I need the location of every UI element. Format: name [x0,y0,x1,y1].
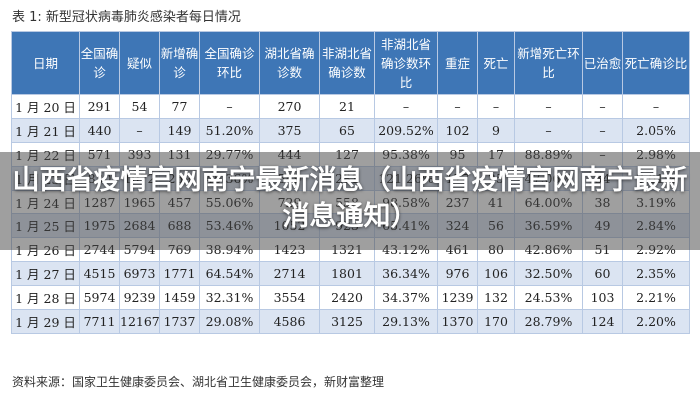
table-cell: 1771 [159,261,200,287]
table-cell: 132 [477,285,515,311]
column-header: 已治愈 [582,31,623,95]
table-cell: 1370 [437,309,478,334]
source-note: 资料来源：国家卫生健康委员会、湖北省卫生健康委员会，新财富整理 [12,375,385,389]
table-cell: – [199,94,260,119]
table-cell: 2.35% [622,261,690,287]
column-header: 非湖北省确诊数环比 [374,31,438,95]
table-cell: 6973 [119,261,160,287]
table-cell: 9 [477,117,515,143]
table-cell: 3125 [319,309,375,334]
table-cell: 2420 [319,285,375,311]
table-cell: 54 [119,94,160,119]
table-cell: – [582,94,623,119]
table-cell: 65 [319,117,375,143]
column-header: 重症 [437,31,478,95]
table-cell: 4515 [79,261,120,287]
table-cell: 149 [159,117,200,143]
table-cell: – [374,94,438,119]
header-row: 日期 全国确诊 疑似 新增确诊 全国确诊环比 湖北省确诊数 非湖北省确诊数 非湖北省确诊数环比… [11,31,690,95]
table-cell: 29.08% [199,309,260,334]
table-cell: 1 月 27 日 [11,261,80,287]
table-cell: – [119,117,160,143]
table-cell: 77 [159,94,200,119]
table-cell: 2.21% [622,285,690,311]
table-cell: 170 [477,309,515,334]
table-cell: 1 月 21 日 [11,117,80,143]
table-cell: 5974 [79,285,120,311]
table-cell: 34.37% [374,285,438,311]
column-header: 死亡 [477,31,515,95]
table-cell: 24.53% [514,285,583,311]
table-cell: 29.13% [374,309,438,334]
overlay-title: 山西省疫情官网南宁最新消息（山西省疫情官网南宁最新消息通知） [12,165,688,232]
table-cell: 2714 [259,261,320,287]
table-cell: 102 [437,117,478,143]
table-cell: 60 [582,261,623,287]
table-cell: 7711 [79,309,120,334]
table-cell: 106 [477,261,515,287]
table-cell: 32.31% [199,285,260,311]
table-cell: 32.50% [514,261,583,287]
table-cell: – [477,94,515,119]
table-cell: 2.05% [622,117,690,143]
table-cell: 1 月 29 日 [11,309,80,334]
table-row: 1 月 28 日 5974 9239 1459 32.31% 3554 2420 34.37%… [11,285,690,311]
column-header: 全国确诊 [79,31,120,95]
table-cell: 1801 [319,261,375,287]
table-row: 1 月 20 日 291 54 77–270 21– – – – – – [11,94,690,119]
table-cell: – [514,94,583,119]
table-cell: – [582,117,623,143]
table-cell: 4586 [259,309,320,334]
table-cell: 103 [582,285,623,311]
table-cell: 291 [79,94,120,119]
column-header: 死亡确诊比 [622,31,690,95]
table-cell: 270 [259,94,320,119]
column-header: 湖北省确诊数 [259,31,320,95]
table-cell: – [437,94,478,119]
table-cell: 1 月 28 日 [11,285,80,311]
column-header: 非湖北省确诊数 [319,31,375,95]
table-cell: 976 [437,261,478,287]
column-header: 新增死亡环比 [514,31,583,95]
table-row: 1 月 21 日 440–149 51.20% 375 65 209.52% 102 9– –2… [11,117,690,143]
table-cell: 1239 [437,285,478,311]
column-header: 新增确诊 [159,31,200,95]
table-cell: 36.34% [374,261,438,287]
table-cell: 375 [259,117,320,143]
table-cell: – [514,117,583,143]
table-cell: 9239 [119,285,160,311]
table-cell: 1459 [159,285,200,311]
table-title: 表 1: 新型冠状病毒肺炎感染者每日情况 [12,10,241,25]
table-cell: 64.54% [199,261,260,287]
table-cell: 28.79% [514,309,583,334]
column-header: 全国确诊环比 [199,31,260,95]
table-cell: 3554 [259,285,320,311]
table-row: 1 月 29 日 7711 12167 1737 29.08% 4586 3125 29.13… [11,309,690,334]
table-cell: 2.20% [622,309,690,334]
overlay-banner [0,152,700,250]
table-cell: 440 [79,117,120,143]
column-header: 日期 [11,31,80,95]
table-cell: 1737 [159,309,200,334]
table-cell: – [622,94,690,119]
table-cell: 21 [319,94,375,119]
table-cell: 209.52% [374,117,438,143]
table-row: 1 月 27 日 4515 6973 1771 64.54% 2714 1801 36.34%… [11,261,690,287]
table-cell: 12167 [119,309,160,334]
column-header: 疑似 [119,31,160,95]
table-cell: 51.20% [199,117,260,143]
table-cell: 124 [582,309,623,334]
table-cell: 1 月 20 日 [11,94,80,119]
